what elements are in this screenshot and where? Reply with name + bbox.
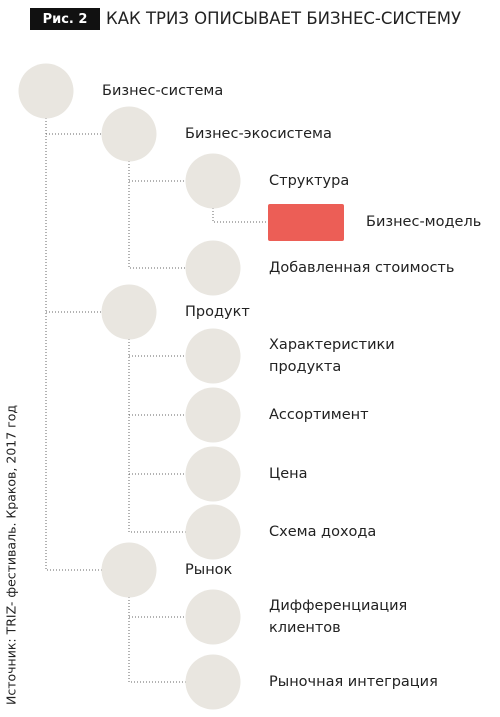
node-label: Бизнес-экосистема (185, 126, 332, 142)
node-circle (185, 504, 241, 560)
node-circle (185, 387, 241, 443)
figure-badge (30, 8, 100, 30)
node-label: клиентов (269, 620, 341, 636)
connectors (45, 118, 268, 683)
node-circle (185, 589, 241, 645)
node-label: Ассортимент (269, 407, 369, 423)
node-label: Продукт (185, 304, 250, 320)
node-label: Бизнес-модель (366, 214, 481, 230)
node-label: Бизнес-система (102, 83, 223, 99)
node-label: Схема дохода (269, 524, 376, 540)
node-circle (101, 106, 157, 162)
node-label: Рыночная интеграция (269, 674, 438, 690)
figure-label: Рис. 2 (43, 12, 88, 27)
node-label: Дифференциация (269, 598, 407, 614)
node-label: Структура (269, 173, 349, 189)
node-label: Характеристики (269, 337, 395, 353)
node-circle (185, 328, 241, 384)
node-label: Рынок (185, 562, 233, 578)
node-circle (185, 446, 241, 502)
source-note: Источник: TRIZ- фестиваль. Краков, 2017 … (4, 405, 19, 705)
node-circle (185, 153, 241, 209)
node-circle (18, 63, 74, 119)
node-label: Добавленная стоимость (269, 260, 454, 276)
node-circle (185, 240, 241, 296)
node-label: Цена (269, 466, 308, 482)
node-circle (101, 542, 157, 598)
nodes: Бизнес-система Бизнес-экосистема Структура… (18, 63, 481, 710)
node-circle (185, 654, 241, 710)
node-circle (101, 284, 157, 340)
node-label: продукта (269, 359, 341, 375)
title: КАК ТРИЗ ОПИСЫВАЕТ БИЗНЕС-СИСТЕМУ (106, 9, 461, 28)
node-box (268, 204, 344, 241)
